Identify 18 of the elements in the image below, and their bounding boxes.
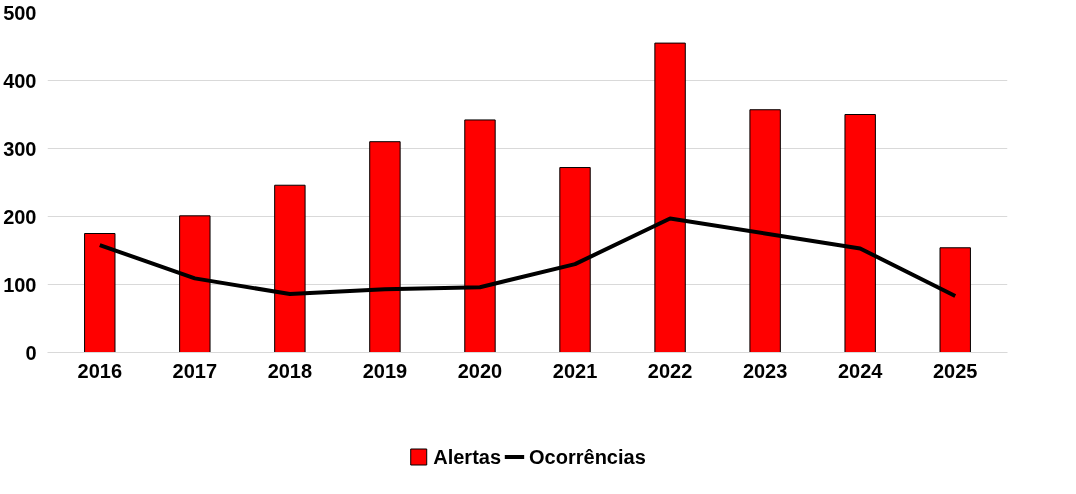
y-tick-label: 300 [3, 137, 37, 160]
x-tick-label: 2023 [742, 359, 788, 382]
x-tick-label: 2018 [267, 359, 313, 382]
legend-label: Alertas [433, 445, 502, 469]
y-tick-label: 200 [3, 205, 37, 228]
y-tick-label: 500 [3, 1, 37, 24]
x-tick-label: 2024 [837, 359, 884, 382]
x-tick-label: 2020 [457, 359, 503, 382]
x-tick-label: 2022 [647, 359, 693, 382]
x-tick-label: 2016 [77, 359, 123, 382]
x-tick-label: 2017 [172, 359, 218, 382]
y-tick-label: 400 [3, 69, 37, 92]
x-tick-label: 2019 [362, 359, 408, 382]
y-tick-label: 100 [3, 273, 37, 296]
legend-label: Ocorrências [529, 445, 646, 469]
y-tick-label: 0 [25, 341, 37, 364]
x-tick-label: 2025 [932, 359, 978, 382]
x-tick-label: 2021 [552, 359, 598, 382]
